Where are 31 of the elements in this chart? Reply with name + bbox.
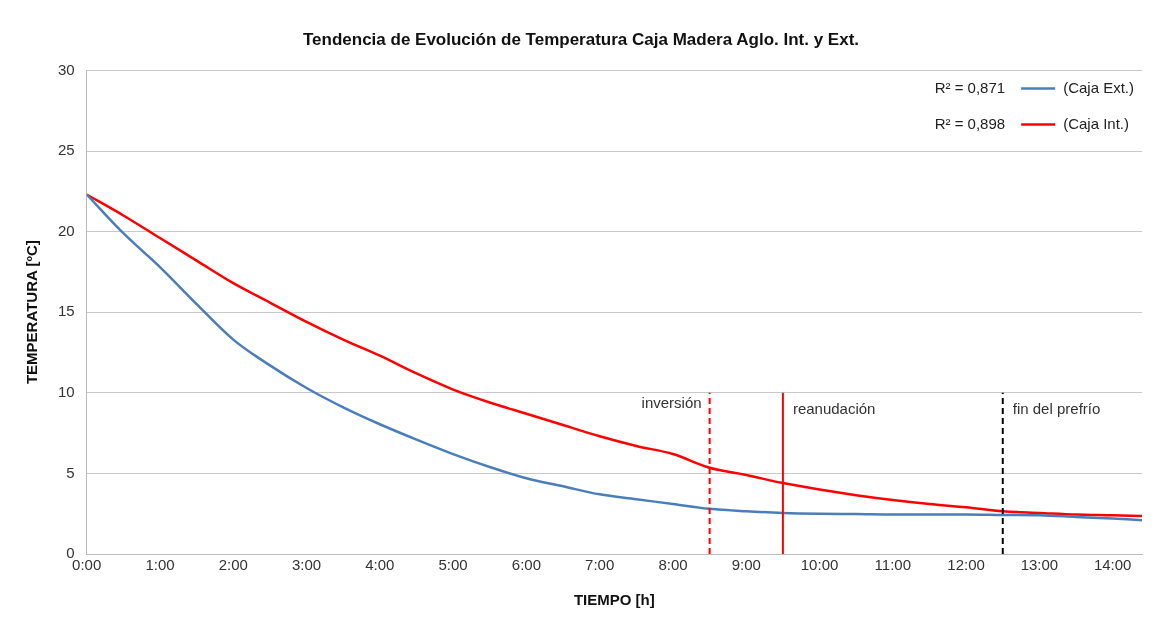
legend-label: (Caja Int.): [1063, 114, 1130, 132]
annotation: R² = 0,898: [934, 114, 1006, 132]
x-tick-label: 14:00: [1093, 556, 1132, 574]
y-tick-label: 5: [66, 463, 75, 481]
y-tick-label: 25: [58, 141, 75, 159]
y-tick-label: 15: [58, 302, 75, 320]
x-tick-label: 8:00: [658, 556, 688, 574]
x-tick-label: 12:00: [947, 556, 985, 574]
chart-title: Tendencia de Evolución de Temperatura Caja Madera Aglo. Int. y Ext.: [302, 29, 860, 49]
x-tick-label: 9:00: [731, 556, 761, 574]
x-tick-label: 2:00: [218, 556, 248, 574]
y-axis-title: TEMPERATURA [ºC]: [23, 240, 41, 385]
x-tick-label: 11:00: [874, 556, 912, 574]
x-tick-label: 10:00: [800, 556, 839, 574]
x-tick-label: 1:00: [145, 556, 175, 574]
x-tick-label: 3:00: [291, 556, 322, 574]
x-axis-title: TIEMPO [h]: [573, 591, 655, 609]
x-tick-label: 0:00: [72, 556, 102, 574]
x-tick-label: 6:00: [511, 556, 541, 574]
x-tick-label: 13:00: [1020, 556, 1059, 574]
x-tick-label: 5:00: [438, 556, 468, 574]
ref-line-label: fin del prefrío: [1012, 400, 1101, 418]
y-tick-label: 20: [58, 221, 75, 239]
y-tick-label: 10: [58, 382, 75, 400]
ref-line-label: inversión: [641, 394, 702, 412]
y-tick-label: 30: [58, 60, 75, 78]
ref-line-label: reanudación: [792, 400, 876, 418]
x-tick-label: 4:00: [365, 556, 395, 574]
x-tick-label: 7:00: [585, 556, 615, 574]
legend-label: (Caja Ext.): [1063, 78, 1135, 96]
annotation: R² = 0,871: [934, 78, 1006, 96]
